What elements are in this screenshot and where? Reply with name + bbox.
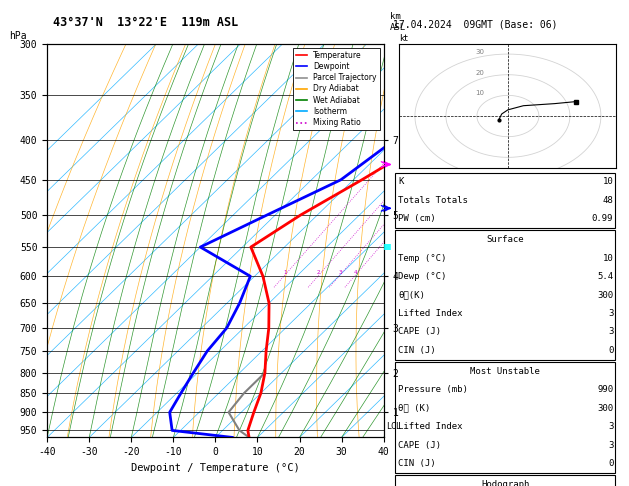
Text: 5.4: 5.4 xyxy=(597,272,613,281)
Text: Most Unstable: Most Unstable xyxy=(470,367,540,376)
Text: CAPE (J): CAPE (J) xyxy=(398,441,441,450)
Text: 1: 1 xyxy=(283,270,286,275)
Text: K: K xyxy=(398,177,404,186)
Text: Hodograph: Hodograph xyxy=(481,480,529,486)
Text: Surface: Surface xyxy=(486,235,524,244)
Text: PW (cm): PW (cm) xyxy=(398,214,436,223)
Text: LCL: LCL xyxy=(386,422,401,432)
Text: CIN (J): CIN (J) xyxy=(398,346,436,355)
Text: 10: 10 xyxy=(476,90,484,96)
Text: CIN (J): CIN (J) xyxy=(398,459,436,468)
Text: 0: 0 xyxy=(608,459,613,468)
Text: 300: 300 xyxy=(597,404,613,413)
Text: Lifted Index: Lifted Index xyxy=(398,309,463,318)
Legend: Temperature, Dewpoint, Parcel Trajectory, Dry Adiabat, Wet Adiabat, Isotherm, Mi: Temperature, Dewpoint, Parcel Trajectory… xyxy=(292,48,380,130)
Text: θᴄ (K): θᴄ (K) xyxy=(398,404,430,413)
Text: kt: kt xyxy=(399,34,408,43)
Text: 10: 10 xyxy=(603,254,613,262)
Text: 48: 48 xyxy=(603,196,613,205)
Text: Lifted Index: Lifted Index xyxy=(398,422,463,431)
Text: CAPE (J): CAPE (J) xyxy=(398,328,441,336)
Text: 20: 20 xyxy=(476,69,484,76)
Text: Dewp (°C): Dewp (°C) xyxy=(398,272,447,281)
Text: hPa: hPa xyxy=(9,31,27,41)
Text: 10: 10 xyxy=(603,177,613,186)
Text: θᴄ(K): θᴄ(K) xyxy=(398,291,425,299)
Text: 3: 3 xyxy=(608,441,613,450)
Text: 43°37'N  13°22'E  119m ASL: 43°37'N 13°22'E 119m ASL xyxy=(53,16,239,29)
Text: Totals Totals: Totals Totals xyxy=(398,196,468,205)
Text: 30: 30 xyxy=(476,49,484,55)
Text: 0.99: 0.99 xyxy=(592,214,613,223)
Text: km
ASL: km ASL xyxy=(390,12,406,32)
Text: 300: 300 xyxy=(597,291,613,299)
Text: Pressure (mb): Pressure (mb) xyxy=(398,385,468,394)
Text: 2: 2 xyxy=(317,270,321,275)
Text: 17.04.2024  09GMT (Base: 06): 17.04.2024 09GMT (Base: 06) xyxy=(393,19,558,29)
Text: 3: 3 xyxy=(338,270,342,275)
Text: 990: 990 xyxy=(597,385,613,394)
X-axis label: Dewpoint / Temperature (°C): Dewpoint / Temperature (°C) xyxy=(131,463,300,473)
Text: 3: 3 xyxy=(608,422,613,431)
Text: Temp (°C): Temp (°C) xyxy=(398,254,447,262)
Text: 4: 4 xyxy=(353,270,357,275)
Text: 0: 0 xyxy=(608,346,613,355)
Text: 3: 3 xyxy=(608,328,613,336)
Text: 3: 3 xyxy=(608,309,613,318)
